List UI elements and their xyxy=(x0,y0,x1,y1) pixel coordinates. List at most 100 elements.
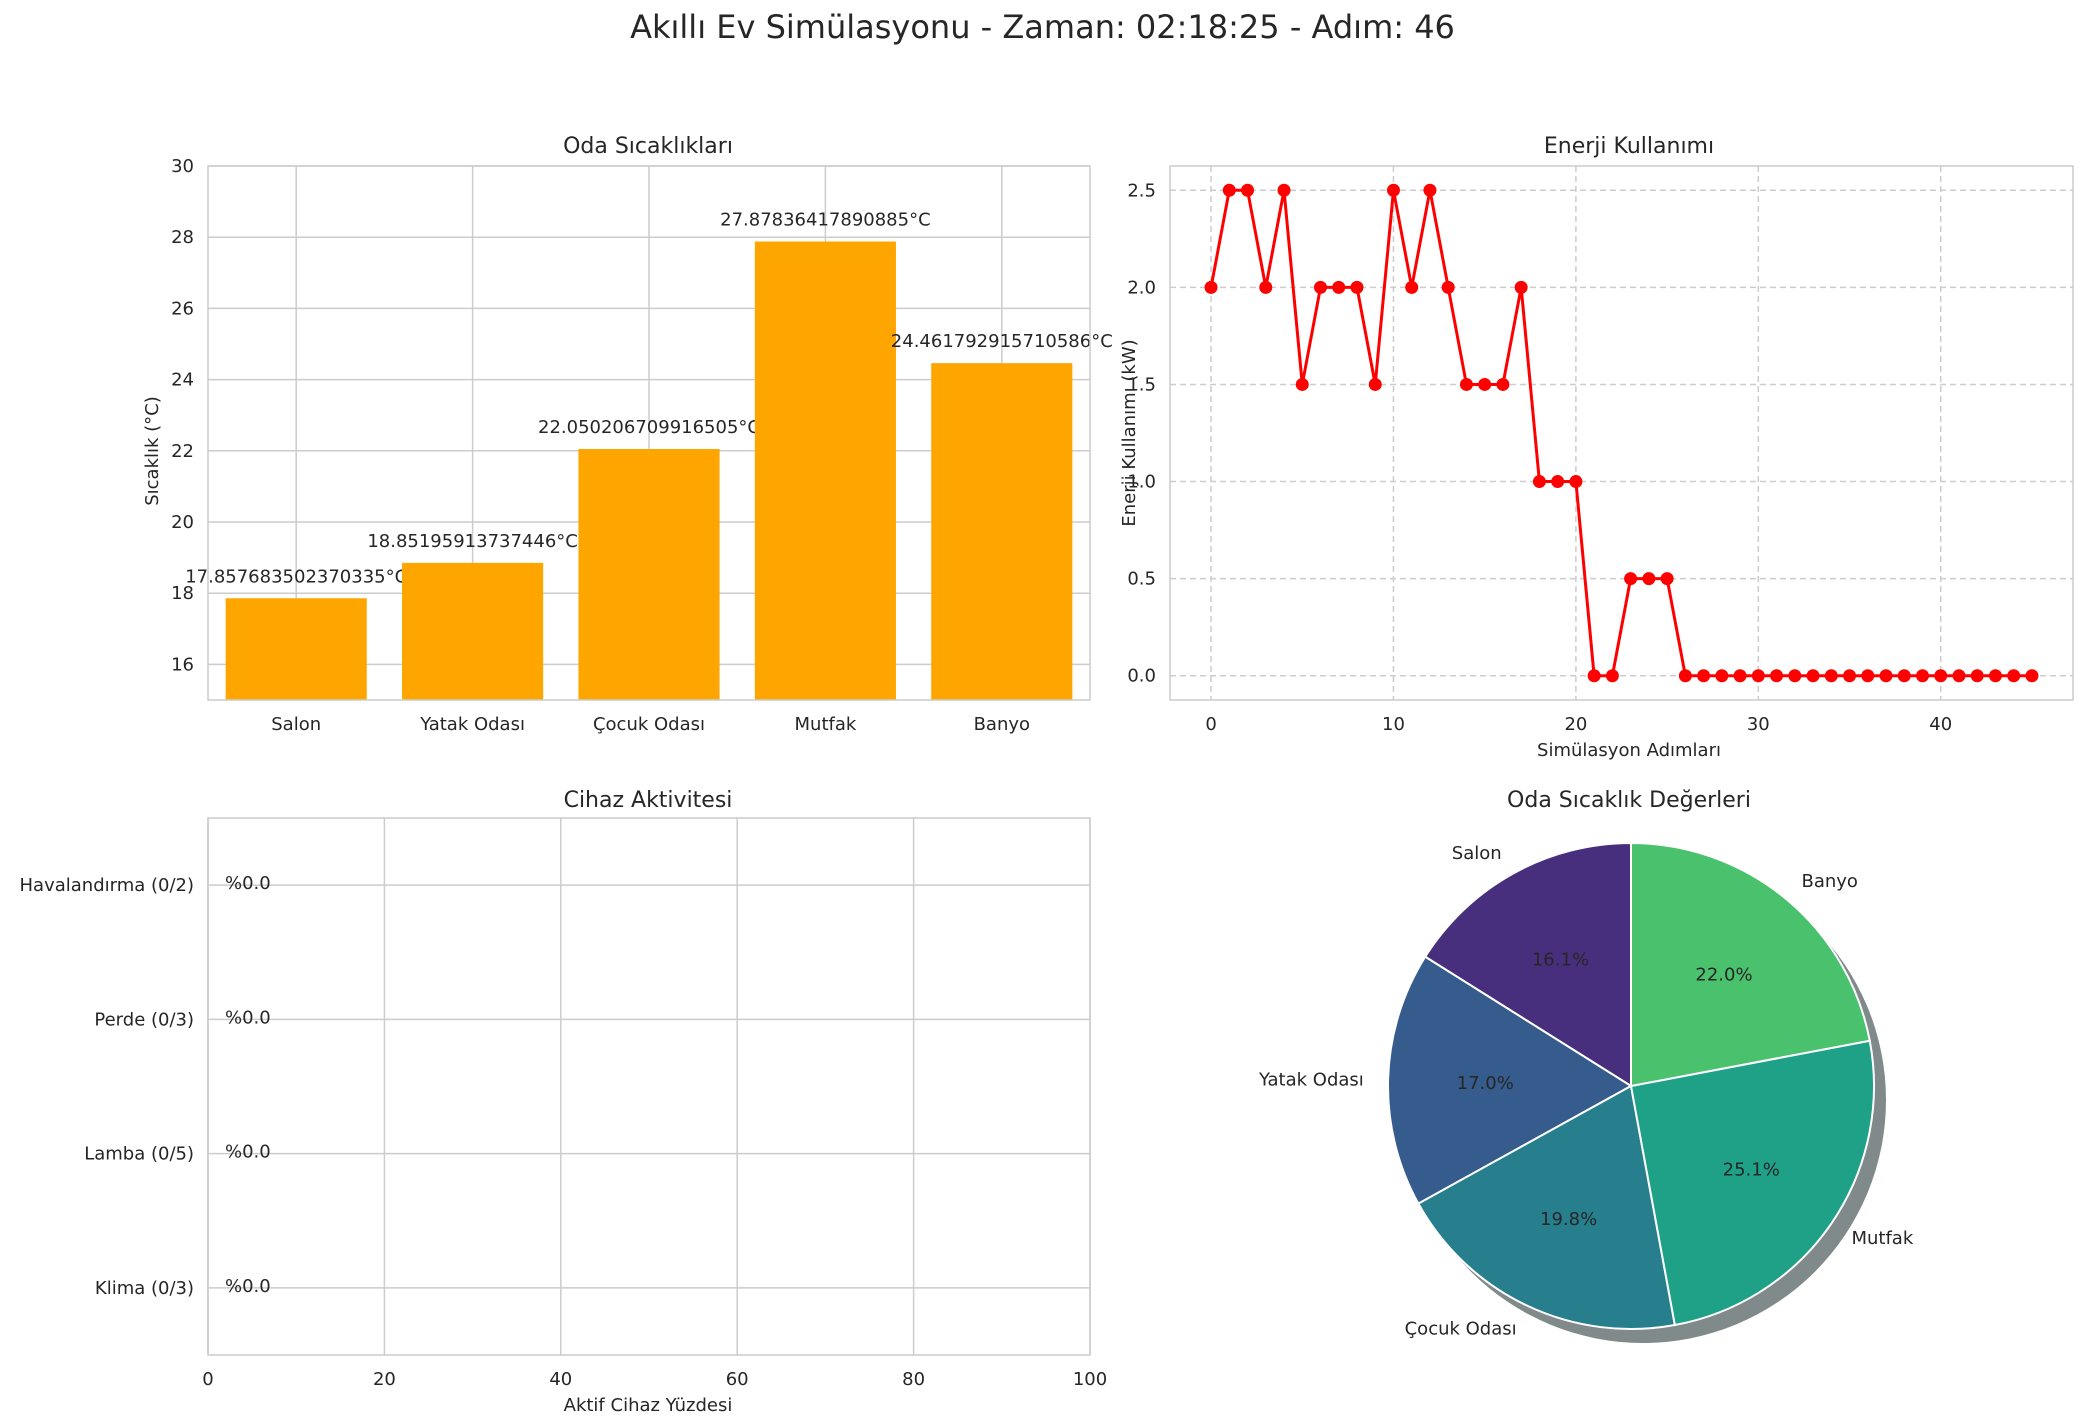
data-point xyxy=(1733,669,1747,683)
data-point xyxy=(1861,669,1875,683)
bar-value-label: 24.461792915710586°C xyxy=(891,331,1113,352)
data-point xyxy=(1204,280,1218,294)
figure-title: Akıllı Ev Simülasyonu - Zaman: 02:18:25 … xyxy=(630,8,1455,46)
data-point xyxy=(1988,669,2002,683)
data-point xyxy=(1697,669,1711,683)
y-tick-label: 22 xyxy=(171,441,194,462)
pie-slice xyxy=(1423,841,1632,1088)
y-tick-label: 2.0 xyxy=(1127,277,1156,298)
x-tick-label: Banyo xyxy=(974,714,1030,735)
data-point xyxy=(1314,280,1327,294)
data-point xyxy=(1514,280,1528,294)
data-point xyxy=(1459,377,1473,391)
y-tick-label: Perde (0/3) xyxy=(94,1009,194,1030)
data-point xyxy=(1259,280,1273,294)
pie-percent-label: 17.0% xyxy=(1457,1073,1514,1094)
bar-value-label: %0.0 xyxy=(225,873,271,894)
energy-usage-line-chart: Enerji Kullanımı Simülasyon Adımları Ene… xyxy=(1119,134,2074,761)
pie-slice xyxy=(1387,955,1633,1205)
bar-value-label: 27.87836417890885°C xyxy=(720,210,931,231)
data-point xyxy=(1660,572,1674,586)
pie-slice-label: Mutfak xyxy=(1851,1228,1913,1249)
y-axis-label: Enerji Kullanımı (kW) xyxy=(1119,339,1140,526)
data-point xyxy=(1642,572,1656,586)
y-tick-label: 16 xyxy=(171,654,194,675)
data-point xyxy=(1587,669,1601,683)
pie-slice-label: Yatak Odası xyxy=(1258,1070,1364,1091)
x-tick-label: 40 xyxy=(1929,714,1952,735)
pie-percent-label: 19.8% xyxy=(1540,1209,1597,1230)
data-point xyxy=(1934,669,1948,683)
x-axis-label: Simülasyon Adımları xyxy=(1537,740,1721,761)
y-tick-label: 26 xyxy=(171,298,194,319)
y-tick-label: 28 xyxy=(171,227,194,248)
y-tick-label: 0.5 xyxy=(1127,569,1156,590)
pie-slice xyxy=(1630,841,1871,1088)
pie-percent-label: 25.1% xyxy=(1723,1159,1780,1180)
y-tick-label: Havalandırma (0/2) xyxy=(20,875,195,896)
chart-title: Oda Sıcaklıkları xyxy=(563,134,733,159)
data-point xyxy=(1350,280,1364,294)
data-point xyxy=(1970,669,1984,683)
data-point xyxy=(2025,669,2039,683)
pie-percent-label: 16.1% xyxy=(1532,949,1589,970)
bar xyxy=(931,363,1073,700)
y-tick-label: 2.5 xyxy=(1127,180,1156,201)
data-point xyxy=(1788,669,1802,683)
x-tick-label: 40 xyxy=(549,1369,572,1390)
y-tick-label: 18 xyxy=(171,583,194,604)
data-point xyxy=(1715,669,1729,683)
chart-title: Enerji Kullanımı xyxy=(1544,134,1714,159)
x-tick-label: 0 xyxy=(202,1369,213,1390)
bar-value-label: %0.0 xyxy=(225,1276,271,1297)
bar xyxy=(754,241,896,701)
data-point xyxy=(1806,669,1820,683)
data-point xyxy=(1770,669,1784,683)
data-point xyxy=(1916,669,1929,683)
data-point xyxy=(2007,669,2021,683)
data-point xyxy=(1605,669,1619,683)
plot-frame xyxy=(207,165,1091,701)
data-point xyxy=(1532,475,1546,489)
y-tick-label: Klima (0/3) xyxy=(95,1278,194,1299)
data-point xyxy=(1569,475,1583,489)
x-tick-label: Çocuk Odası xyxy=(593,714,705,735)
y-tick-label: Lamba (0/5) xyxy=(84,1144,194,1165)
room-temperature-bar-chart: Oda Sıcaklıkları Sıcaklık (°C) 16 18 20 22 2… xyxy=(142,134,1113,735)
data-point xyxy=(1551,475,1565,489)
x-tick-label: Salon xyxy=(271,714,321,735)
data-point xyxy=(1678,669,1692,683)
x-tick-label: 80 xyxy=(902,1369,925,1390)
chart-title: Oda Sıcaklık Değerleri xyxy=(1507,788,1751,813)
data-point xyxy=(1386,183,1400,197)
x-tick-label: 20 xyxy=(1564,714,1587,735)
data-point xyxy=(1241,183,1255,197)
pie-slice xyxy=(1417,1084,1677,1330)
data-point xyxy=(1405,280,1419,294)
y-tick-label: 30 xyxy=(171,156,194,177)
data-point xyxy=(1277,183,1291,197)
bar-value-label: 17.857683502370335°C xyxy=(185,566,407,587)
data-point xyxy=(1423,183,1437,197)
data-point xyxy=(1222,183,1236,197)
pie-percent-label: 22.0% xyxy=(1695,965,1752,986)
bar-value-label: %0.0 xyxy=(225,1142,271,1163)
device-activity-bar-chart: Cihaz Aktivitesi Aktif Cihaz Yüzdesi 0 20… xyxy=(20,788,1108,1416)
pie-slice xyxy=(1629,1039,1875,1327)
room-temperature-pie-chart: Oda Sıcaklık Değerleri 16.1% Salon 17.0% Ya… xyxy=(1258,788,1914,1343)
series-line xyxy=(1209,188,2032,678)
bar-value-label: %0.0 xyxy=(225,1007,271,1028)
y-tick-label: 0.0 xyxy=(1127,666,1156,687)
x-axis-label: Aktif Cihaz Yüzdesi xyxy=(564,1395,733,1416)
x-tick-label: 100 xyxy=(1073,1369,1107,1390)
bar xyxy=(225,598,367,700)
x-tick-label: 10 xyxy=(1382,714,1405,735)
plot-frame xyxy=(207,817,1091,1356)
x-tick-label: Yatak Odası xyxy=(419,714,525,735)
y-axis-label: Sıcaklık (°C) xyxy=(142,396,163,506)
pie-slice-label: Salon xyxy=(1452,843,1502,864)
bar-value-label: 18.85195913737446°C xyxy=(367,531,578,552)
x-tick-label: 60 xyxy=(726,1369,749,1390)
chart-title: Cihaz Aktivitesi xyxy=(564,788,733,813)
data-point xyxy=(1368,377,1382,391)
